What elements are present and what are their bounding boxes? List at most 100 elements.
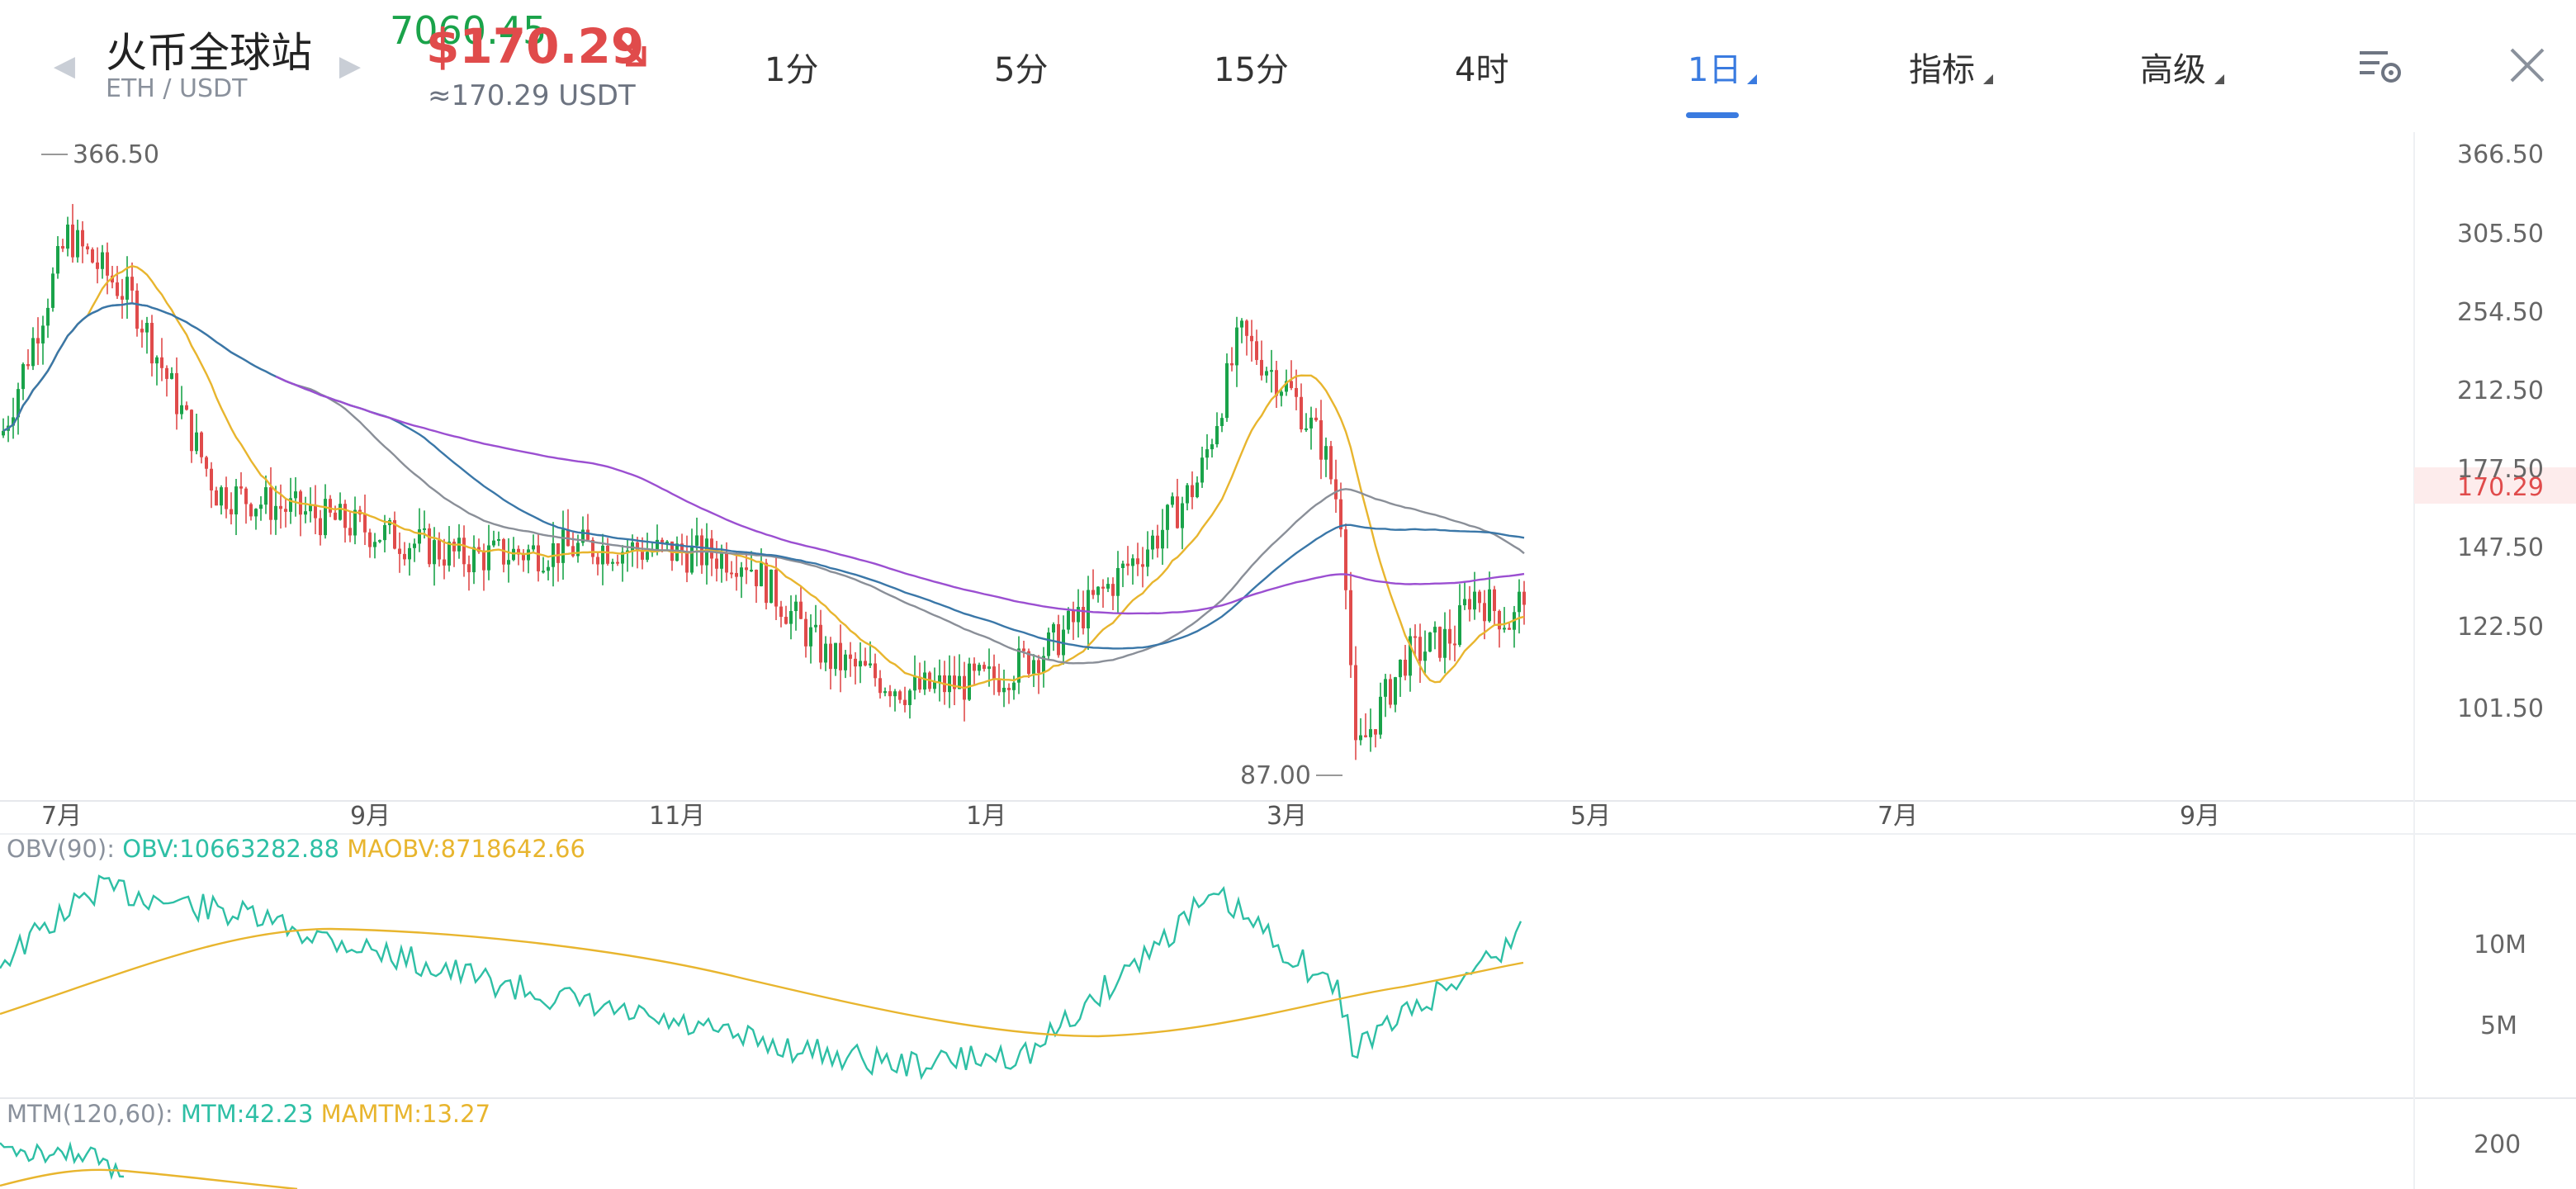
candle-body [1374,729,1377,735]
candle-body [715,558,718,569]
candle-body [1290,381,1293,388]
caret-right-icon[interactable]: ▶ [339,50,362,83]
tab-advanced[interactable]: 高级 [2140,51,2206,89]
candle-body [1329,446,1333,480]
candle-body [606,545,609,564]
tab-15min[interactable]: 15分 [1214,51,1289,89]
candle-body [165,367,168,379]
chart-settings-icon[interactable] [2358,46,2404,86]
candle-body [1399,660,1402,678]
candle-body [502,538,505,565]
tab-1day[interactable]: 1日 [1688,51,1742,89]
candle-body [1111,584,1115,596]
candle-body [695,535,698,546]
mamtm-value: MAMTM:13.27 [320,1100,491,1128]
candle-body [725,552,728,573]
candle-body [1146,549,1149,567]
candle-body [220,487,223,506]
candle-body [1220,418,1224,426]
candle-body [1438,627,1442,658]
candle-body [631,542,634,551]
candle-body [1493,589,1496,611]
candle-body [834,642,837,670]
candle-body [869,663,872,666]
candle-body [61,246,64,249]
candle-body [1309,417,1313,429]
candle-body [864,661,867,666]
candle-body [343,504,347,528]
dropdown-triangle-icon [1983,74,1993,84]
dropdown-triangle-icon [2214,74,2224,84]
candle-body [1235,327,1238,366]
candle-body [452,542,456,552]
candle-body [428,528,431,565]
caret-left-icon[interactable]: ◀ [53,50,76,83]
candle-body [799,601,803,619]
candle-body [913,676,916,691]
candle-body [517,548,520,555]
candle-body [150,323,154,364]
candle-body [195,432,198,452]
candle-body [294,491,297,499]
candle-body [71,224,74,258]
candle-body [1067,610,1070,630]
candle-body [973,663,976,671]
candle-body [1017,648,1020,683]
candle-body [1324,446,1328,460]
candle-body [264,487,268,505]
tab-5min[interactable]: 5分 [994,51,1049,89]
maobv-line [0,927,1524,1038]
chart-area[interactable]: 366.50 87.00 366.50 305.50 254.50 212.50… [0,124,2576,1189]
candle-body [497,538,500,541]
candle-body [433,540,436,565]
mtm-legend[interactable]: MTM(120,60): MTM:42.23 MAMTM:13.27 [7,1100,490,1128]
candle-body [1389,679,1392,705]
candle-body [1334,479,1338,500]
obv-legend[interactable]: OBV(90): OBV:10663282.88 MAOBV:8718642.6… [7,835,585,863]
tab-1min[interactable]: 1分 [765,51,819,89]
candle-body [135,290,139,329]
y-tick: 177.50 [2457,455,2544,484]
candle-body [1423,651,1427,661]
candle-body [1200,457,1204,483]
candle-body [1369,729,1372,737]
candle-body [953,675,956,689]
candle-body [829,643,832,670]
candle-body [1443,628,1447,658]
candle-body [254,509,258,517]
candle-body [180,405,183,414]
candle-body [1116,567,1120,596]
candle-body [1260,359,1263,376]
tab-indicators[interactable]: 指标 [1909,51,1975,89]
candle-body [284,509,287,512]
candle-body [1057,623,1060,656]
current-price-highlight [2414,467,2576,504]
close-icon[interactable] [2508,46,2546,84]
candle-body [542,571,545,573]
candle-body [641,551,644,560]
candle-body [1032,660,1035,675]
candle-body [368,532,372,547]
candle-body [1096,586,1100,595]
candle-body [938,675,941,683]
obv-value: OBV:10663282.88 [122,835,339,863]
candle-body [661,539,664,542]
x-month: 5月 [1570,802,1611,831]
candle-body [1354,665,1357,741]
candle-body [1384,679,1387,697]
tab-4hour[interactable]: 4时 [1455,51,1509,89]
candle-body [339,504,342,520]
candle-body [96,262,99,269]
candle-body [765,562,768,604]
candle-body [874,663,877,679]
candle-body [1225,362,1229,419]
candle-body [1433,627,1437,633]
candle-body [225,487,228,509]
y-tick: 366.50 [2457,140,2544,169]
candle-body [883,691,887,694]
header-bar: ◀ 火币全球站 ETH / USDT ▶ 7060.45 $170.29 ≈17… [0,0,2576,124]
candle-body [1483,603,1486,622]
candle-body [200,432,203,457]
candle-body [51,273,54,308]
candle-body [324,499,327,536]
